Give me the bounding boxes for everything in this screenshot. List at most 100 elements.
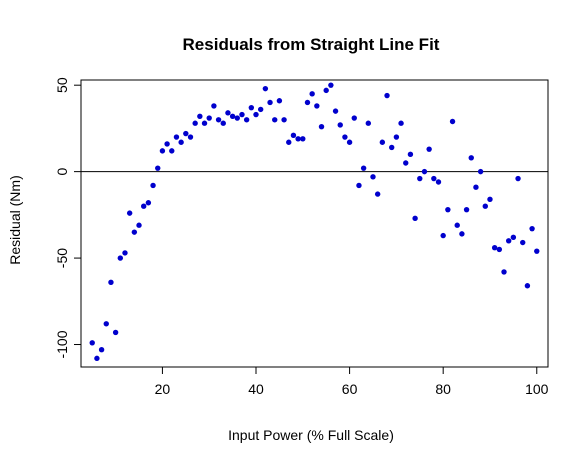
data-point xyxy=(253,111,259,118)
y-tick-label: 50 xyxy=(54,77,70,93)
x-axis-label: Input Power (% Full Scale) xyxy=(228,427,394,443)
data-point xyxy=(159,148,166,154)
data-point xyxy=(262,85,269,92)
data-point xyxy=(187,134,194,140)
x-tick-label: 40 xyxy=(248,381,264,397)
data-point xyxy=(463,206,470,213)
data-point xyxy=(126,210,133,216)
data-point xyxy=(295,136,301,142)
data-point xyxy=(454,222,460,228)
data-point xyxy=(112,329,119,336)
data-point xyxy=(173,134,180,140)
data-point xyxy=(155,165,161,171)
x-tick-label: 80 xyxy=(435,381,451,397)
data-point xyxy=(337,122,343,128)
data-point xyxy=(131,229,138,235)
data-point xyxy=(473,184,479,190)
data-point xyxy=(183,130,189,137)
data-point xyxy=(234,115,240,121)
data-point xyxy=(482,203,488,209)
data-point xyxy=(164,141,170,147)
x-tick-label: 20 xyxy=(155,381,171,397)
data-point xyxy=(529,225,535,232)
data-point xyxy=(145,200,152,206)
data-point xyxy=(393,134,400,140)
data-point xyxy=(407,151,414,158)
data-point xyxy=(501,269,507,275)
data-point xyxy=(403,160,409,166)
data-point xyxy=(459,231,465,237)
data-point xyxy=(440,232,446,239)
y-tick-label: 0 xyxy=(54,168,70,176)
data-point xyxy=(122,250,128,256)
data-point xyxy=(342,134,348,140)
x-tick-label: 100 xyxy=(525,381,549,397)
data-point xyxy=(496,246,503,253)
data-point xyxy=(220,120,226,126)
data-point xyxy=(281,117,287,123)
data-point xyxy=(426,146,432,152)
data-point xyxy=(445,206,451,213)
data-point xyxy=(215,117,222,123)
data-point xyxy=(435,179,442,185)
data-point xyxy=(197,113,203,120)
data-point xyxy=(211,103,217,109)
data-point xyxy=(309,91,315,97)
data-point xyxy=(491,245,498,251)
data-point xyxy=(290,132,297,139)
data-point xyxy=(365,120,372,126)
y-tick-label: -50 xyxy=(54,248,70,268)
data-point xyxy=(206,115,212,121)
data-point xyxy=(421,168,428,175)
data-point xyxy=(487,196,493,202)
data-point xyxy=(314,103,320,109)
data-point xyxy=(178,139,184,145)
data-point xyxy=(370,174,376,180)
data-point xyxy=(505,238,512,244)
data-point xyxy=(318,123,325,130)
data-point xyxy=(323,87,329,94)
y-axis-label: Residual (Nm) xyxy=(7,175,23,264)
data-point xyxy=(117,255,124,261)
data-point xyxy=(468,155,474,161)
data-point xyxy=(98,347,105,353)
data-point xyxy=(417,175,423,182)
data-point xyxy=(243,117,250,123)
data-point xyxy=(239,111,245,118)
data-point xyxy=(201,120,208,126)
data-point xyxy=(398,120,404,126)
data-point xyxy=(272,117,278,123)
data-point xyxy=(449,118,456,125)
data-point xyxy=(304,99,311,106)
data-point xyxy=(374,191,381,197)
x-tick-label: 60 xyxy=(342,381,358,397)
data-point xyxy=(510,234,517,241)
data-point xyxy=(351,115,357,121)
axis-ticks: 20 40 60 80 100 -100 -50 0 50 xyxy=(54,77,549,397)
data-point xyxy=(300,136,306,142)
data-point xyxy=(356,182,362,189)
data-point xyxy=(412,215,418,222)
data-point xyxy=(108,279,114,285)
data-point xyxy=(346,139,353,145)
data-point xyxy=(286,139,292,145)
data-point xyxy=(267,99,273,106)
data-point xyxy=(94,355,100,362)
data-point xyxy=(384,92,390,99)
data-point xyxy=(332,108,339,114)
data-point xyxy=(257,106,264,113)
data-point xyxy=(431,175,437,182)
data-point xyxy=(477,168,484,175)
data-point xyxy=(328,82,334,88)
data-point xyxy=(379,139,386,145)
data-point xyxy=(360,165,367,171)
data-point xyxy=(225,110,231,116)
chart-title: Residuals from Straight Line Fit xyxy=(183,35,440,54)
y-tick-label: -100 xyxy=(54,330,70,358)
data-point xyxy=(89,340,95,346)
data-point xyxy=(169,148,175,154)
data-point xyxy=(248,104,255,111)
data-point xyxy=(389,144,395,151)
data-point xyxy=(229,113,236,120)
